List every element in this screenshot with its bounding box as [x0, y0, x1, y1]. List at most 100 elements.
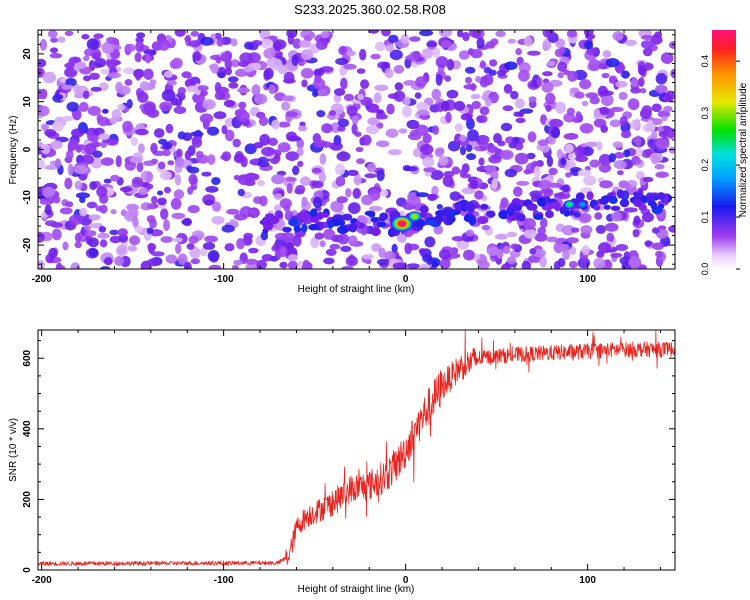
heatmap-cell: [256, 180, 265, 187]
heatmap-cell: [343, 93, 355, 102]
heatmap-ridge-cell: [616, 189, 625, 199]
heatmap-cell: [138, 143, 145, 154]
heatmap-cell: [224, 129, 235, 142]
heatmap-ridge-cell: [573, 211, 581, 218]
heatmap-cell: [546, 60, 556, 67]
heatmap-cell: [44, 203, 52, 216]
heatmap-cell: [618, 181, 631, 189]
heatmap-cell: [177, 253, 188, 265]
heatmap-cell: [538, 179, 552, 190]
heatmap-cell: [433, 225, 444, 235]
heatmap-cell: [146, 183, 154, 190]
heatmap-cell: [177, 131, 186, 140]
heatmap-cell: [292, 38, 302, 49]
heatmap-cell: [243, 232, 254, 240]
heatmap-cell: [157, 190, 164, 196]
heatmap-cell: [415, 192, 429, 198]
heatmap-cell: [38, 159, 45, 170]
heatmap-cell: [348, 202, 361, 215]
heatmap-cell: [206, 126, 220, 136]
heatmap-cell: [52, 196, 61, 204]
heatmap-cell: [376, 169, 385, 182]
heatmap-cell: [292, 165, 300, 176]
heatmap-cell: [139, 81, 150, 91]
heatmap-cell: [598, 163, 612, 173]
heatmap-cell: [124, 43, 136, 53]
heatmap-cell: [64, 30, 74, 36]
heatmap-cell: [384, 68, 394, 79]
heatmap-cell: [191, 137, 203, 148]
heatmap-cell: [404, 166, 418, 172]
heatmap-cell: [639, 88, 647, 94]
heatmap-cell: [205, 186, 219, 193]
heatmap-cell: [159, 170, 172, 181]
heatmap-cell: [379, 189, 389, 197]
heatmap-cell: [598, 153, 612, 166]
heatmap-cell: [345, 255, 358, 267]
heatmap-cell: [299, 121, 306, 127]
heatmap-cell: [336, 196, 348, 204]
heatmap-cell: [319, 153, 327, 165]
heatmap-cell: [67, 163, 74, 176]
heatmap-cell: [584, 141, 599, 147]
heatmap-cell: [70, 262, 81, 269]
heatmap-cell: [501, 263, 511, 269]
heatmap-cell: [446, 89, 459, 99]
heatmap-ridge-cell: [370, 217, 379, 223]
heatmap-cell: [204, 199, 214, 206]
heatmap-peak: [566, 201, 573, 207]
heatmap-cell: [613, 160, 627, 170]
heatmap-cell: [489, 59, 498, 67]
heatmap-cell: [337, 118, 349, 128]
heatmap-cell: [432, 125, 439, 135]
heatmap-cell: [469, 30, 482, 38]
heatmap-cell: [62, 115, 74, 122]
heatmap-cell: [644, 240, 653, 247]
heatmap-cell: [296, 260, 303, 268]
heatmap-cell: [500, 122, 513, 132]
heatmap-cell: [251, 40, 263, 46]
heatmap-cell: [569, 246, 577, 255]
heatmap-cell: [609, 119, 621, 128]
heatmap-cell: [546, 236, 558, 243]
heatmap-cell: [507, 38, 517, 44]
heatmap-cell: [259, 134, 271, 146]
heatmap-cell: [629, 119, 641, 130]
heatmap-cell: [144, 53, 152, 64]
heatmap-cell: [146, 227, 154, 235]
heatmap-ridge-cell: [337, 225, 349, 234]
heatmap-cell: [458, 50, 470, 60]
heatmap-cell: [64, 67, 78, 78]
heatmap-cell: [100, 68, 110, 75]
heatmap-cell: [312, 90, 319, 98]
heatmap-cell: [490, 38, 499, 46]
heatmap-cell: [578, 213, 592, 223]
heatmap-peak: [102, 108, 109, 114]
heatmap-ridge-cell: [419, 205, 429, 214]
heatmap-cell: [553, 261, 561, 269]
heatmap-cell: [96, 114, 103, 123]
heatmap-cell: [208, 264, 222, 269]
heatmap-cell: [73, 165, 88, 175]
heatmap-cell: [354, 131, 362, 137]
heatmap-cell: [654, 163, 665, 170]
y-tick-label: 0: [22, 567, 33, 573]
heatmap-cell: [593, 108, 601, 120]
heatmap-cell: [523, 228, 537, 239]
heatmap-cell: [237, 174, 251, 186]
heatmap-cell: [316, 110, 326, 118]
heatmap-cell: [287, 260, 298, 269]
heatmap-ridge-cell: [435, 209, 447, 217]
heatmap-cell: [439, 258, 451, 269]
heatmap-cell: [627, 98, 640, 111]
heatmap-cell: [335, 176, 346, 187]
heatmap-cell: [184, 150, 192, 161]
heatmap-cell: [314, 74, 322, 84]
heatmap-cell: [479, 138, 489, 151]
heatmap-cell: [488, 69, 497, 76]
heatmap-cell: [362, 254, 374, 260]
heatmap-cell: [353, 173, 362, 186]
heatmap-cell: [465, 229, 475, 237]
heatmap-cell: [244, 258, 259, 265]
heatmap-ridge-cell: [610, 205, 621, 211]
